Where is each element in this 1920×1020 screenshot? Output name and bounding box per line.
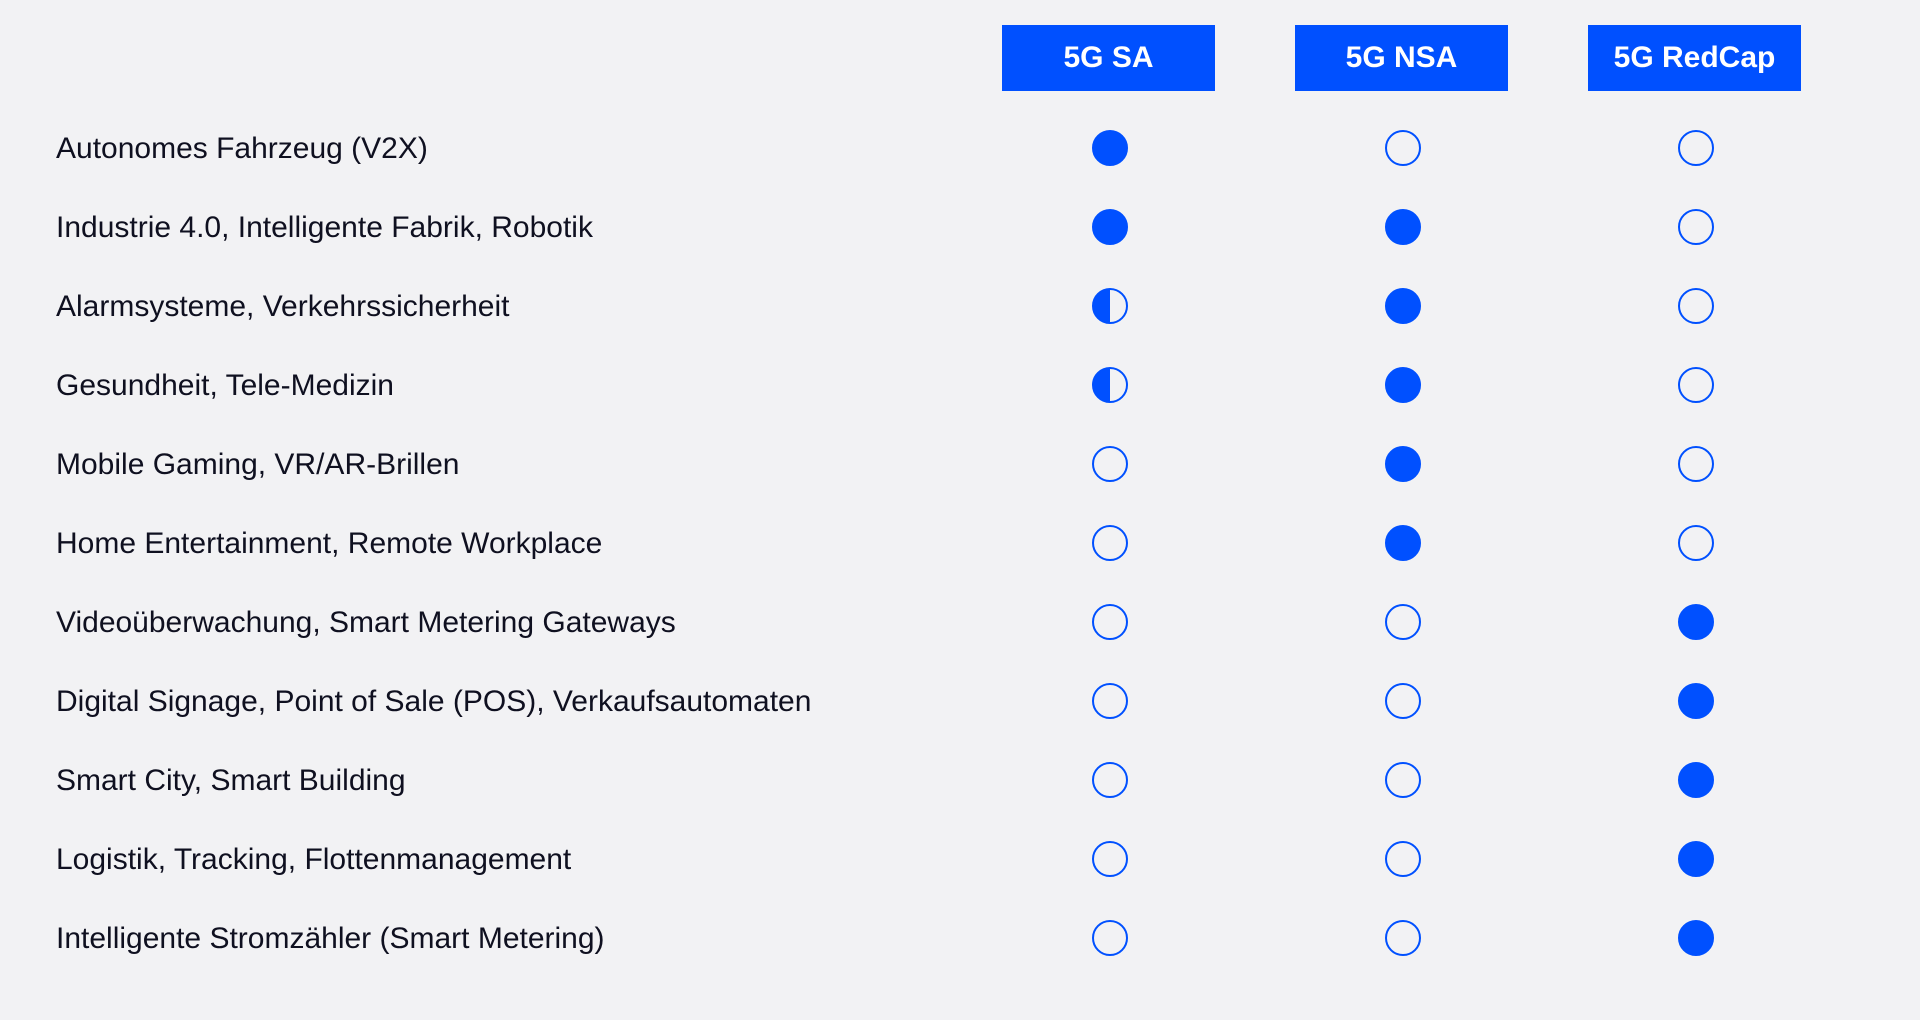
support-indicator-5g-sa-icon	[1092, 130, 1128, 166]
support-indicator-5g-nsa-icon	[1385, 209, 1421, 245]
support-indicator-5g-sa-icon	[1092, 525, 1128, 561]
row-label: Industrie 4.0, Intelligente Fabrik, Robo…	[56, 211, 593, 244]
table-row: Home Entertainment, Remote Workplace	[0, 504, 1920, 583]
table-row: Intelligente Stromzähler (Smart Metering…	[0, 899, 1920, 978]
support-indicator-5g-nsa-icon	[1385, 604, 1421, 640]
support-indicator-5g-sa-icon	[1092, 446, 1128, 482]
support-indicator-5g-redcap-icon	[1678, 446, 1714, 482]
support-indicator-5g-sa-icon	[1092, 683, 1128, 719]
row-label: Mobile Gaming, VR/AR-Brillen	[56, 448, 460, 481]
support-indicator-5g-redcap-icon	[1678, 683, 1714, 719]
table-row: Smart City, Smart Building	[0, 741, 1920, 820]
row-label: Logistik, Tracking, Flottenmanagement	[56, 843, 572, 876]
row-label: Gesundheit, Tele-Medizin	[56, 369, 394, 402]
support-indicator-5g-redcap-icon	[1678, 367, 1714, 403]
row-label: Videoüberwachung, Smart Metering Gateway…	[56, 606, 676, 639]
column-header-5g-sa: 5G SA	[1002, 25, 1215, 91]
support-indicator-5g-nsa-icon	[1385, 762, 1421, 798]
row-label: Autonomes Fahrzeug (V2X)	[56, 132, 428, 165]
support-indicator-5g-sa-icon	[1092, 762, 1128, 798]
support-indicator-5g-nsa-icon	[1385, 683, 1421, 719]
table-row: Industrie 4.0, Intelligente Fabrik, Robo…	[0, 188, 1920, 267]
column-header-5g-nsa: 5G NSA	[1295, 25, 1508, 91]
table-row: Alarmsysteme, Verkehrssicherheit	[0, 267, 1920, 346]
support-indicator-5g-redcap-icon	[1678, 604, 1714, 640]
support-indicator-5g-nsa-icon	[1385, 288, 1421, 324]
row-label: Digital Signage, Point of Sale (POS), Ve…	[56, 685, 812, 718]
row-label: Smart City, Smart Building	[56, 764, 406, 797]
support-indicator-5g-sa-icon	[1092, 209, 1128, 245]
support-indicator-5g-sa-icon	[1092, 367, 1128, 403]
support-indicator-5g-redcap-icon	[1678, 762, 1714, 798]
support-indicator-5g-sa-icon	[1092, 841, 1128, 877]
support-indicator-5g-sa-icon	[1092, 604, 1128, 640]
support-indicator-5g-nsa-icon	[1385, 525, 1421, 561]
support-indicator-5g-redcap-icon	[1678, 130, 1714, 166]
row-label: Alarmsysteme, Verkehrssicherheit	[56, 290, 510, 323]
support-indicator-5g-nsa-icon	[1385, 130, 1421, 166]
support-indicator-5g-redcap-icon	[1678, 525, 1714, 561]
support-indicator-5g-redcap-icon	[1678, 841, 1714, 877]
support-indicator-5g-sa-icon	[1092, 920, 1128, 956]
support-indicator-5g-redcap-icon	[1678, 920, 1714, 956]
support-indicator-5g-nsa-icon	[1385, 841, 1421, 877]
row-label: Intelligente Stromzähler (Smart Metering…	[56, 922, 605, 955]
table-row: Mobile Gaming, VR/AR-Brillen	[0, 425, 1920, 504]
row-label: Home Entertainment, Remote Workplace	[56, 527, 603, 560]
support-indicator-5g-nsa-icon	[1385, 920, 1421, 956]
support-indicator-5g-sa-icon	[1092, 288, 1128, 324]
table-row: Autonomes Fahrzeug (V2X)	[0, 109, 1920, 188]
table-row: Videoüberwachung, Smart Metering Gateway…	[0, 583, 1920, 662]
support-indicator-5g-redcap-icon	[1678, 288, 1714, 324]
table-row: Gesundheit, Tele-Medizin	[0, 346, 1920, 425]
support-indicator-5g-nsa-icon	[1385, 446, 1421, 482]
column-header-5g-redcap: 5G RedCap	[1588, 25, 1801, 91]
table-row: Logistik, Tracking, Flottenmanagement	[0, 820, 1920, 899]
table-row: Digital Signage, Point of Sale (POS), Ve…	[0, 662, 1920, 741]
support-indicator-5g-nsa-icon	[1385, 367, 1421, 403]
support-indicator-5g-redcap-icon	[1678, 209, 1714, 245]
